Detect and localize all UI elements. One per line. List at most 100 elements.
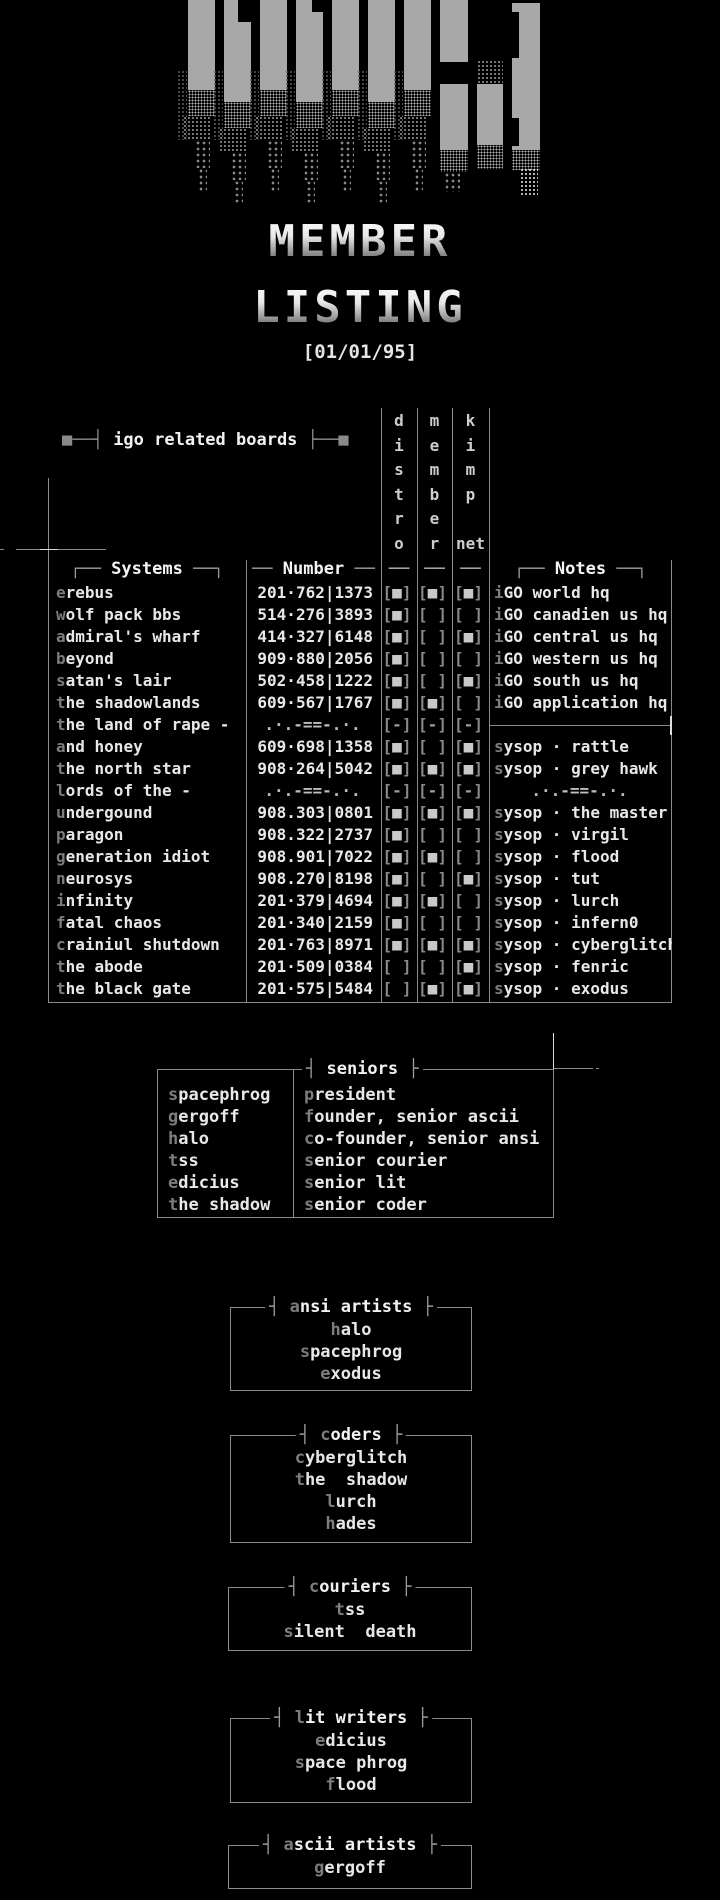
logo-dither-shadow (249, 70, 259, 140)
logo-dither-drip (198, 168, 207, 192)
note-cell: sysop · cyberglitch (494, 935, 672, 954)
checkbox-filled: ■ (463, 869, 474, 888)
table-row: the abode 201·509|0384 [ ] [ ] [■] sysop · fe… (48, 956, 672, 978)
logo-dither-drip (342, 168, 351, 192)
checkbox-empty (392, 957, 402, 976)
distro-flag-cell: [■] (382, 847, 412, 866)
senior-name: halo (168, 1129, 209, 1149)
table-row: crainiul shutdown 201·763|8971 [■] [■] [■] sy… (48, 934, 672, 956)
number-cell: 514·276|3893 (257, 605, 373, 624)
distro-flag-cell: [ ] (382, 979, 412, 998)
dim-lead-glyph: s (494, 869, 504, 888)
dim-lead-glyph: i (494, 627, 504, 646)
dim-lead-glyph: t (56, 759, 66, 778)
kimpnet-flag-cell: [■] (454, 671, 483, 690)
seniors-box-title: ┤ seniors ├ (302, 1059, 423, 1079)
checkbox-empty (428, 671, 438, 690)
logo-dither (440, 150, 468, 172)
logo-dither (260, 90, 287, 116)
checkbox-filled: ■ (392, 583, 402, 602)
dim-lead-glyph: s (494, 979, 504, 998)
dim-lead-glyph: e (56, 583, 66, 602)
table-row: the shadowlands 609·567|1767 [■] [■] [ ] iGO … (48, 692, 672, 714)
release-date: [01/01/95] (302, 341, 418, 363)
checkbox-filled: ■ (392, 913, 402, 932)
member-flag-cell: [■] (418, 979, 447, 998)
checkbox-filled: ■ (463, 957, 474, 976)
col-header-member-dash: ── (424, 559, 445, 579)
section-member: the shadow (294, 1470, 408, 1490)
checkbox-dash: - (427, 715, 438, 734)
note-cell: .·.-==-.·. (531, 781, 628, 800)
note-cell: iGO world hq (494, 583, 610, 602)
section-title: ┤ ascii artists ├ (258, 1835, 442, 1855)
checkbox-filled: ■ (392, 627, 402, 646)
kimpnet-flag-cell: [■] (454, 737, 483, 756)
section-box-couriers: ┤ couriers ├ tss silent death (228, 1577, 472, 1651)
column-letter: m (429, 460, 440, 479)
table-row: admiral's wharf 414·327|6148 [■] [ ] [■] iGO … (48, 626, 672, 648)
section-box-coders: ┤ coders ├ cyberglitch the shadow lurch hade… (230, 1425, 472, 1543)
col-header-notes: ┌── Notes ──┐ (513, 559, 648, 579)
distro-flag-cell: [■] (382, 737, 412, 756)
checkbox-empty (464, 825, 474, 844)
system-name-cell: crainiul shutdown (56, 935, 220, 954)
note-cell: iGO application hq (494, 693, 668, 712)
table-row: undergound 908.303|0801 [■] [■] [■] sysop · t… (48, 802, 672, 824)
dim-lead-glyph: l (325, 1492, 336, 1512)
col-header-number: ── Number ── (252, 559, 375, 579)
col-header-kimpnet-dash: ── (460, 559, 481, 579)
distro-flag-cell: [■] (382, 627, 412, 646)
member-flag-cell: [ ] (418, 737, 447, 756)
dim-lead-glyph: u (56, 803, 66, 822)
logo-o-notch (512, 118, 519, 146)
kimpnet-flag-cell: [ ] (454, 847, 483, 866)
dim-lead-glyph: s (294, 1753, 305, 1773)
dim-lead-glyph: s (494, 803, 504, 822)
column-letter: o (394, 533, 404, 553)
logo-dither (444, 172, 460, 192)
col-sep-kimpnet-notes (489, 408, 490, 1002)
dim-lead-glyph: t (334, 1600, 345, 1620)
left-rail-vline (48, 478, 49, 1003)
section-box-lit-writers: ┤ lit writers ├ edicius space phrog flood (230, 1708, 472, 1803)
section-member: space phrog (294, 1753, 408, 1773)
logo-dither (404, 90, 431, 116)
logo-dither (477, 145, 503, 169)
note-cell: iGO western us hq (494, 649, 658, 668)
section-title: ┤ ansi artists ├ (265, 1297, 437, 1317)
distro-flag-cell: [■] (382, 605, 412, 624)
number-cell: 201·763|8971 (257, 935, 373, 954)
column-letter: k (465, 411, 476, 430)
section-member: gergoff (314, 1858, 386, 1878)
table-row: the land of rape - .·.-==-.·. [-] [-] [-] (48, 714, 672, 736)
member-flag-cell: [-] (418, 781, 447, 800)
logo-bar (332, 0, 359, 90)
checkbox-filled: ■ (392, 803, 402, 822)
dim-lead-glyph: t (56, 957, 66, 976)
number-cell: 414·327|6148 (257, 627, 373, 646)
member-flag-cell: [■] (418, 847, 447, 866)
crosshair-hline-bright (40, 549, 58, 550)
member-flag-cell: [ ] (418, 627, 447, 646)
section-box-ascii-artists: ┤ ascii artists ├ gergoff (228, 1835, 472, 1889)
checkbox-filled: ■ (427, 979, 438, 998)
seniors-ext-hline (553, 1068, 593, 1069)
kimpnet-flag-cell: [ ] (454, 605, 483, 624)
crosshair-hline (16, 549, 106, 550)
logo-dither-shadow (285, 70, 295, 140)
senior-role: co-founder, senior ansi (304, 1129, 540, 1149)
table-row: neurosys 908.270|8198 [■] [ ] [■] sysop · tut (48, 868, 672, 890)
column-letter: i (465, 435, 476, 455)
number-cell: 609·698|1358 (257, 737, 373, 756)
col-sep-distro-member (417, 408, 418, 1002)
member-flag-cell: [ ] (418, 869, 447, 888)
checkbox-dash: - (427, 781, 438, 800)
checkbox-dash: - (463, 781, 474, 800)
number-cell: 908.270|8198 (257, 869, 373, 888)
system-name-cell: beyond (56, 649, 114, 668)
dim-lead-glyph: l (56, 781, 66, 800)
dim-lead-glyph: t (56, 693, 66, 712)
seniors-names-box: spacephrog gergoff halo tss edicius the shado… (157, 1069, 294, 1218)
seniors-ext-dot (596, 1068, 599, 1069)
